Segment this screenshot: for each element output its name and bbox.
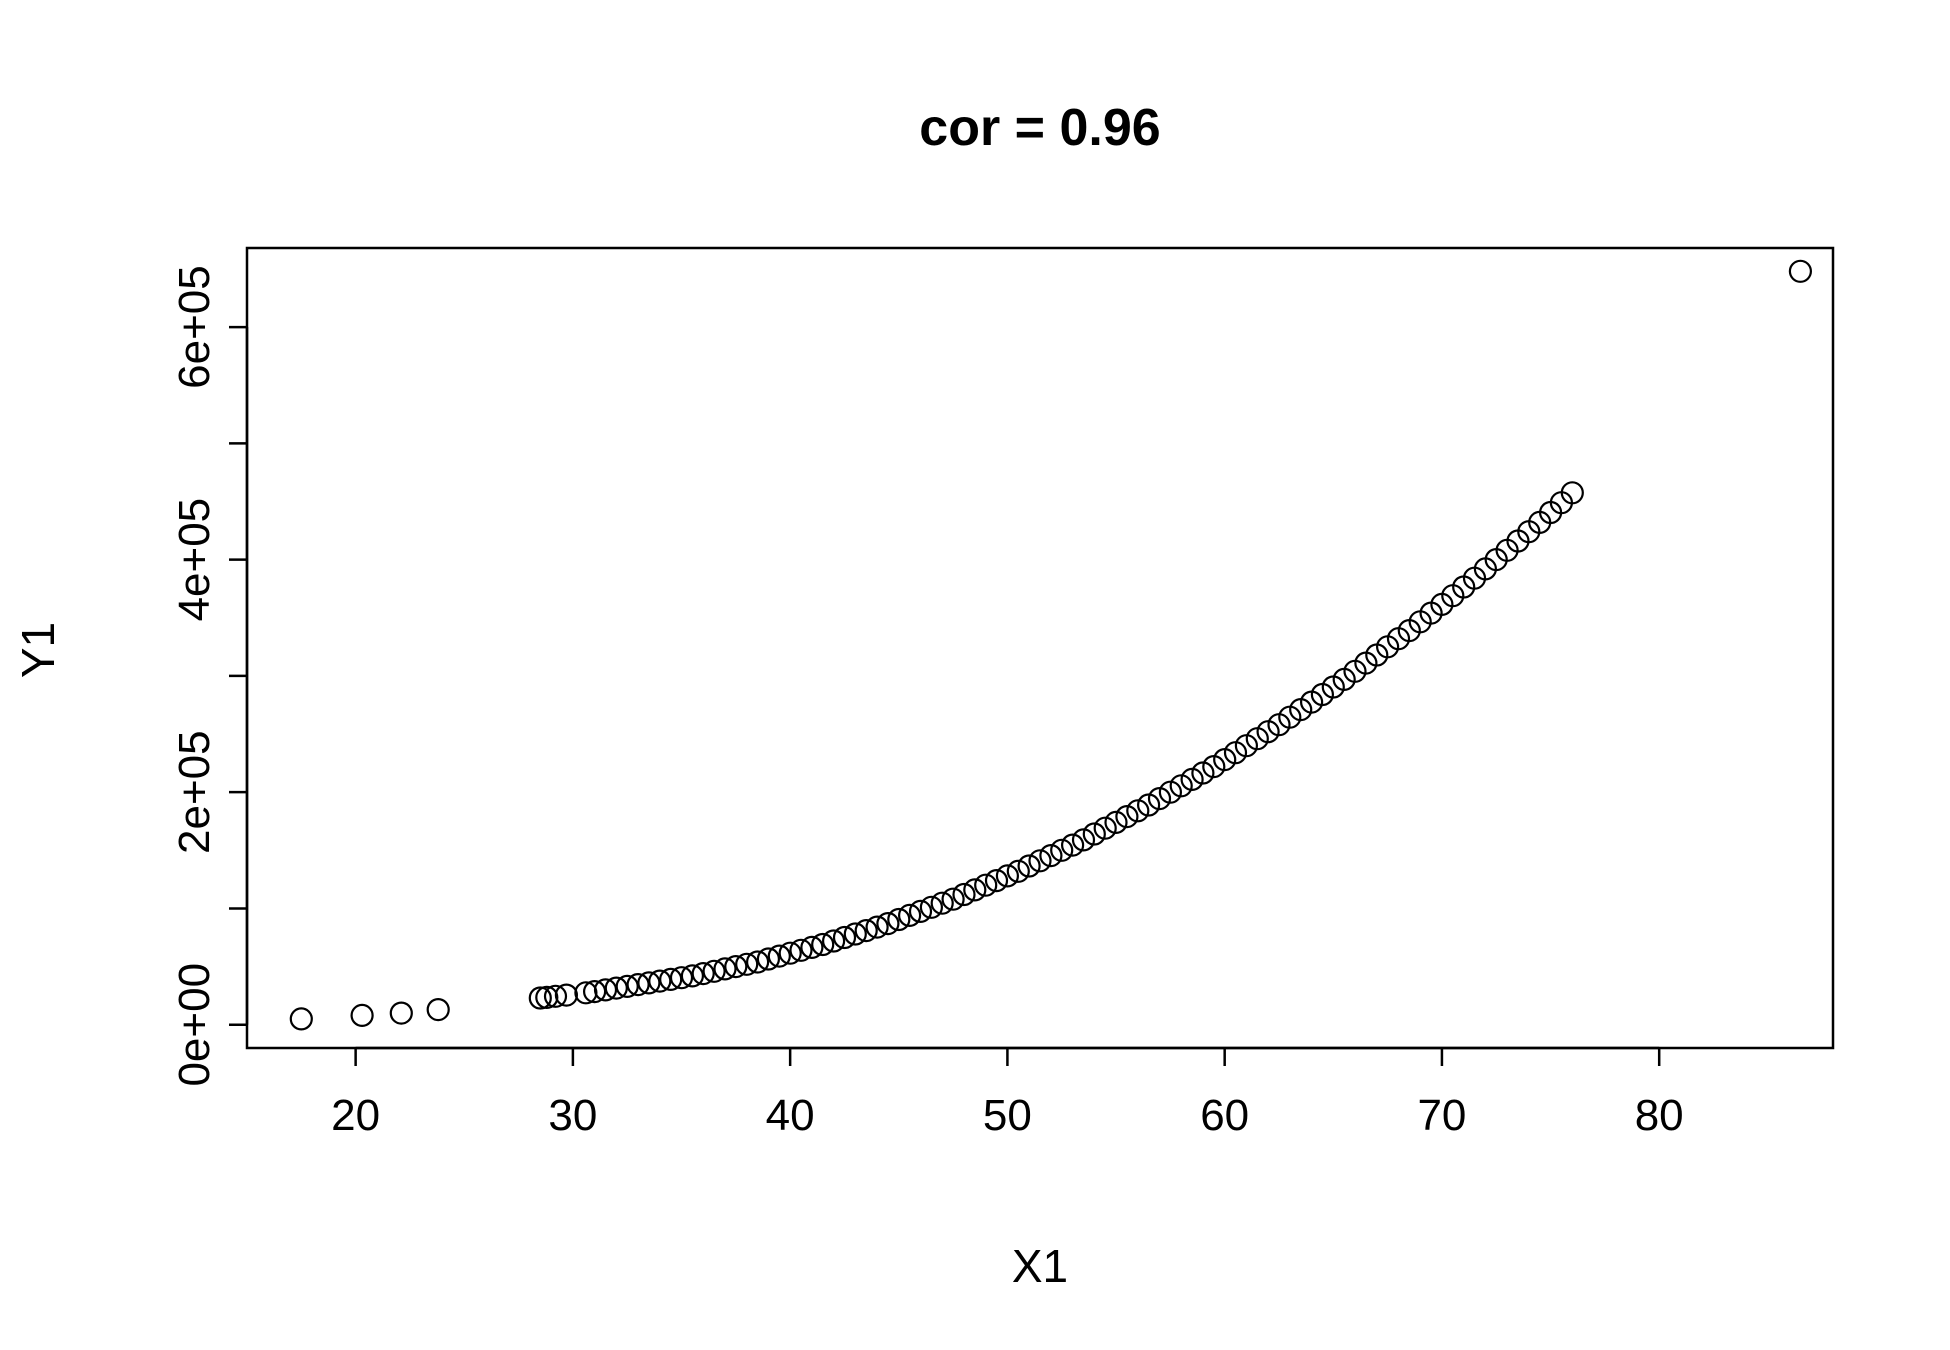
data-point	[1147, 786, 1172, 811]
data-point	[669, 966, 694, 990]
data-point	[745, 950, 770, 974]
x-tick-label: 80	[1635, 1091, 1684, 1140]
data-point	[1071, 828, 1096, 852]
data-point	[865, 915, 889, 939]
data-point	[995, 864, 1020, 888]
data-point	[876, 911, 900, 936]
data-point	[648, 969, 672, 993]
y-axis-title: Y1	[12, 622, 64, 678]
data-point	[1126, 799, 1150, 823]
data-point	[778, 941, 802, 965]
data-point	[1017, 854, 1041, 878]
data-point	[691, 961, 715, 986]
data-point	[626, 972, 650, 997]
chart-title: cor = 0.96	[919, 99, 1160, 157]
data-point	[1136, 793, 1161, 817]
data-point	[789, 938, 813, 962]
data-point	[1039, 843, 1063, 868]
data-point	[659, 967, 683, 992]
data-point	[535, 985, 559, 1010]
data-point	[1006, 859, 1030, 883]
data-point	[680, 964, 705, 988]
data-point	[974, 873, 998, 897]
data-point	[735, 952, 759, 976]
data-point	[350, 1003, 374, 1028]
data-point	[289, 1007, 313, 1031]
y-tick-label: 0e+00	[170, 963, 219, 1087]
data-point	[702, 959, 726, 983]
data-point	[582, 979, 607, 1004]
data-point	[1093, 816, 1117, 840]
y-tick-label: 4e+05	[170, 498, 219, 622]
x-tick-label: 40	[766, 1091, 815, 1140]
data-point	[389, 1001, 413, 1025]
data-point	[615, 974, 639, 999]
data-point	[528, 986, 552, 1010]
data-point	[1788, 259, 1813, 283]
data-point	[1169, 774, 1193, 798]
data-point	[941, 887, 965, 911]
data-point	[897, 903, 922, 928]
data-point	[854, 918, 878, 943]
data-point	[1560, 481, 1584, 505]
data-point	[843, 922, 867, 946]
data-point	[821, 929, 846, 953]
data-point	[887, 907, 911, 932]
x-axis-title: X1	[1012, 1240, 1068, 1292]
data-points	[289, 259, 1813, 1031]
data-point	[963, 878, 987, 902]
data-point	[952, 882, 976, 907]
x-tick-label: 30	[548, 1091, 597, 1140]
x-axis: 20 30 40 50 60 70 80	[331, 1046, 1684, 1140]
x-tick-label: 70	[1417, 1091, 1466, 1140]
x-tick-label: 60	[1200, 1091, 1249, 1140]
data-point	[800, 935, 824, 960]
data-point	[919, 895, 944, 919]
data-point	[908, 899, 933, 924]
data-point	[984, 868, 1009, 893]
data-point	[1191, 761, 1215, 785]
data-point	[426, 997, 450, 1022]
data-point	[1050, 838, 1074, 862]
data-point	[1104, 810, 1128, 835]
x-tick-label: 20	[331, 1091, 380, 1140]
data-point	[637, 971, 661, 995]
data-point	[1082, 822, 1106, 846]
data-point	[543, 984, 568, 1008]
data-point	[1060, 833, 1085, 857]
data-point	[1028, 849, 1052, 873]
data-point	[832, 925, 857, 950]
plot-frame	[245, 246, 1835, 1050]
data-point	[724, 954, 748, 979]
data-point	[713, 957, 737, 981]
data-point	[604, 976, 628, 1000]
data-point	[1115, 804, 1139, 829]
data-point	[930, 891, 954, 915]
y-tick-label: 6e+05	[170, 265, 219, 389]
data-point	[593, 978, 618, 1002]
y-tick-label: 2e+05	[170, 730, 219, 854]
y-axis: 0e+00 2e+05 4e+05 6e+05	[170, 265, 249, 1087]
data-point	[756, 947, 781, 971]
data-point	[767, 944, 791, 968]
data-point	[554, 983, 579, 1007]
x-tick-label: 50	[983, 1091, 1032, 1140]
data-point	[811, 932, 835, 957]
